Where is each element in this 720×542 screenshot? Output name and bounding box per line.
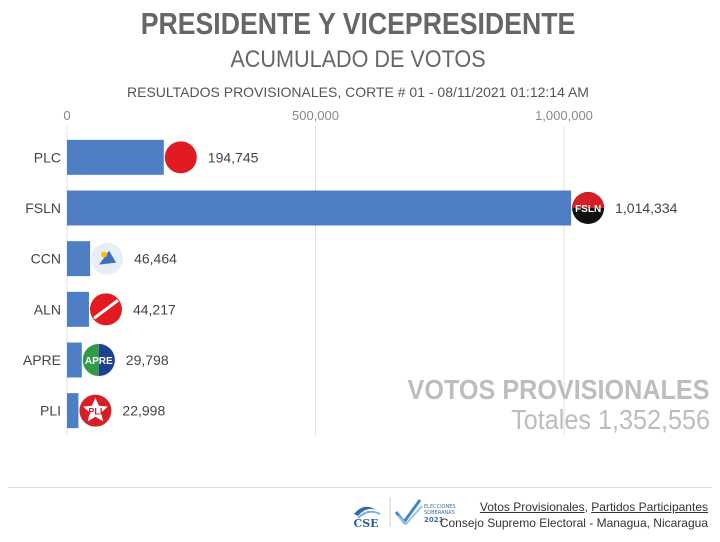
bar xyxy=(67,241,91,277)
value-label: 22,998 xyxy=(122,403,165,419)
pli-logo-icon: PLI xyxy=(79,394,112,427)
value-label: 1,014,334 xyxy=(615,200,677,216)
bar xyxy=(67,139,164,175)
value-label: 194,745 xyxy=(208,149,259,165)
x-tick-label: 500,000 xyxy=(292,108,339,123)
cse-logo-text: CSE xyxy=(353,517,378,530)
footer-links: Votos Provisionales, Partidos Participan… xyxy=(439,500,708,530)
footer-divider xyxy=(8,487,712,488)
ccn-logo-icon xyxy=(91,242,124,275)
x-tick-label: 1,000,000 xyxy=(535,108,593,123)
svg-text:PLI: PLI xyxy=(88,407,102,417)
category-label: APRE xyxy=(23,352,61,368)
value-label: 29,798 xyxy=(126,352,169,368)
totals-value: Totales 1,352,556 xyxy=(511,404,710,435)
chart-subtitle: ACUMULADO DE VOTOS xyxy=(230,46,486,73)
cse-wave-icon xyxy=(354,506,376,516)
category-label: PLI xyxy=(40,403,61,419)
bar xyxy=(67,190,572,226)
apre-logo-icon: APRE xyxy=(82,343,116,377)
bar xyxy=(67,393,79,429)
svg-text:SOBERANAS: SOBERANAS xyxy=(424,510,455,516)
partidos-participantes-link[interactable]: Partidos Participantes xyxy=(591,500,708,514)
category-label: PLC xyxy=(34,149,61,165)
category-label: CCN xyxy=(31,251,61,267)
fsln-logo-icon: FSLN xyxy=(572,192,605,224)
value-label: 44,217 xyxy=(133,301,176,317)
votos-provisionales-link[interactable]: Votos Provisionales xyxy=(479,500,585,514)
footer-organization: Consejo Supremo Electoral - Managua, Nic… xyxy=(439,516,708,530)
results-cut-info: RESULTADOS PROVISIONALES, CORTE # 01 - 0… xyxy=(127,84,589,100)
plc-logo-icon xyxy=(164,141,197,174)
svg-text:APRE: APRE xyxy=(85,356,113,367)
bar xyxy=(67,342,82,378)
bar-chart: 0 500,000 1,000,000 PLC 194,745 FSLN FSLN 1,014… xyxy=(23,108,678,436)
cse-elecciones-logo: CSE ELECCIONES SOBERANAS 2021 xyxy=(353,497,456,530)
totals-title: VOTOS PROVISIONALES xyxy=(407,374,710,405)
bar xyxy=(67,291,89,327)
category-label: ALN xyxy=(34,301,61,317)
svg-text:ELECCIONES: ELECCIONES xyxy=(424,504,456,510)
aln-logo-icon xyxy=(89,293,122,326)
x-tick-label: 0 xyxy=(63,108,70,123)
value-label: 46,464 xyxy=(134,251,177,267)
svg-text:FSLN: FSLN xyxy=(575,204,601,215)
category-label: FSLN xyxy=(25,200,61,216)
svg-text:2021: 2021 xyxy=(424,516,444,524)
chart-title: PRESIDENTE Y VICEPRESIDENTE xyxy=(140,6,576,41)
